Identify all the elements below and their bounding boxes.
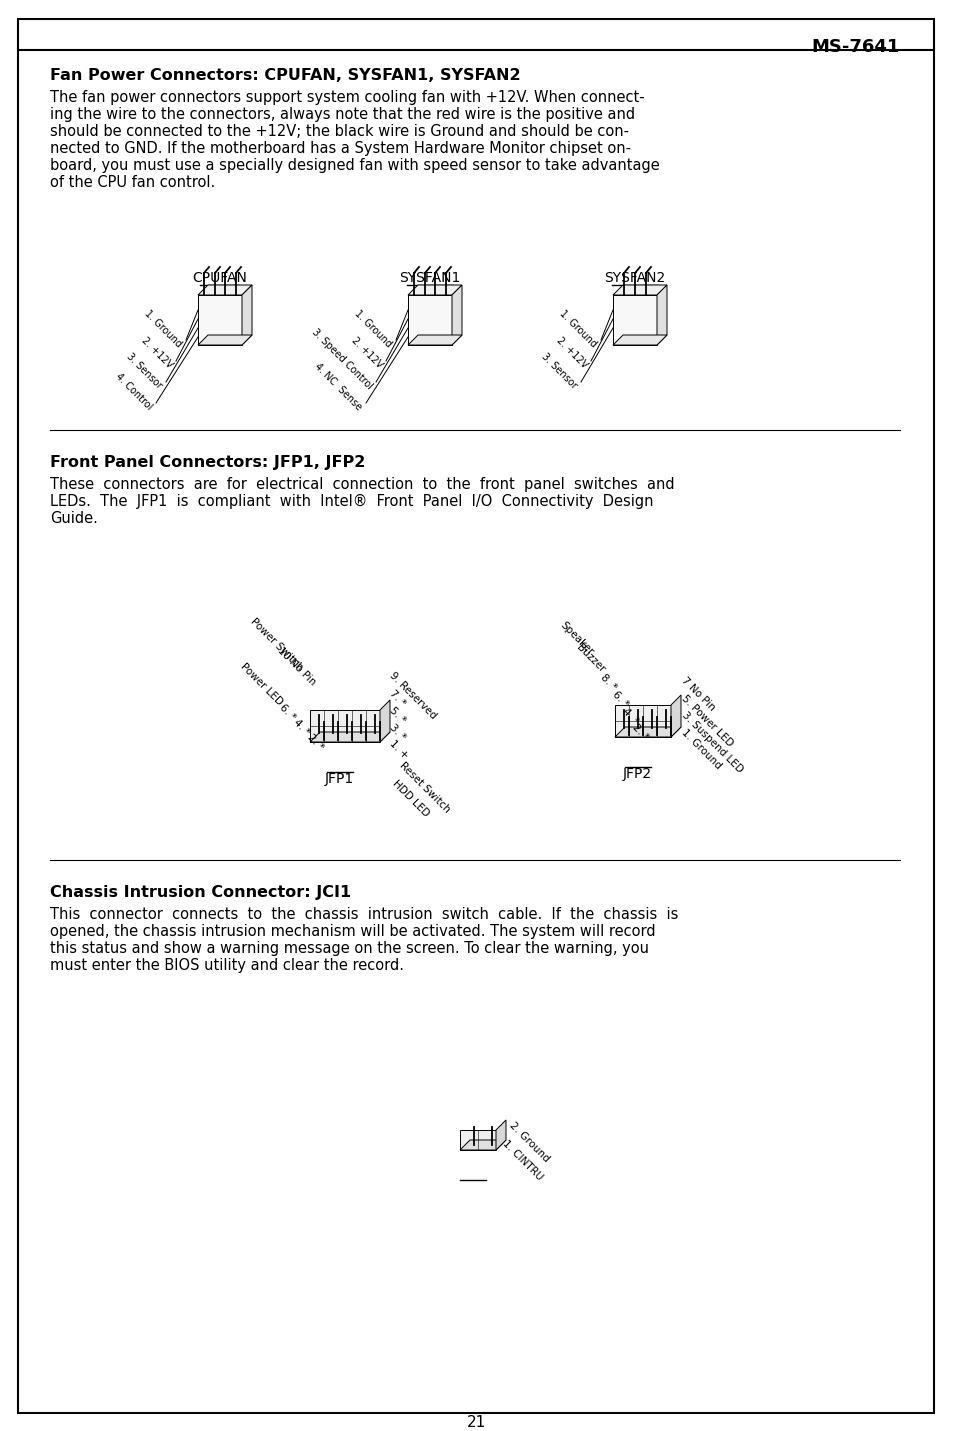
Text: HDD LED: HDD LED: [391, 778, 431, 819]
Text: JFP1: JFP1: [325, 771, 354, 786]
Polygon shape: [379, 700, 390, 743]
Text: Power Switch: Power Switch: [249, 615, 305, 673]
Text: 2. *: 2. *: [630, 723, 650, 743]
Text: 8. *: 8. *: [598, 673, 618, 693]
Text: 4. NC  Sense: 4. NC Sense: [313, 361, 364, 412]
Text: 5. Power LED: 5. Power LED: [679, 693, 735, 748]
Text: Buzzer: Buzzer: [575, 643, 606, 674]
Text: SYSFAN2: SYSFAN2: [604, 270, 665, 285]
Text: 4. *: 4. *: [292, 717, 312, 737]
Polygon shape: [310, 733, 390, 743]
Text: 6. *: 6. *: [610, 688, 630, 710]
Text: nected to GND. If the motherboard has a System Hardware Monitor chipset on-: nected to GND. If the motherboard has a …: [50, 142, 630, 156]
Text: 2. +12V: 2. +12V: [554, 335, 588, 371]
Text: Power LED: Power LED: [239, 661, 285, 707]
Text: 3. *: 3. *: [388, 723, 408, 743]
Polygon shape: [242, 285, 252, 345]
Polygon shape: [452, 285, 461, 345]
Text: 2. +12V: 2. +12V: [139, 335, 173, 371]
Text: 2. Ground: 2. Ground: [507, 1120, 551, 1163]
Text: 5. *: 5. *: [388, 705, 408, 726]
Text: 1. Ground: 1. Ground: [353, 308, 394, 349]
Bar: [615, 705, 670, 737]
Text: Front Panel Connectors: JFP1, JFP2: Front Panel Connectors: JFP1, JFP2: [50, 455, 365, 469]
Text: Chassis Intrusion Connector: JCI1: Chassis Intrusion Connector: JCI1: [50, 884, 351, 900]
Bar: [459, 1130, 496, 1151]
Text: 3. Sensor: 3. Sensor: [125, 352, 164, 391]
Polygon shape: [459, 1141, 505, 1151]
Polygon shape: [496, 1120, 505, 1151]
Polygon shape: [670, 695, 680, 737]
Text: 6. *: 6. *: [277, 703, 297, 723]
Text: Speaker: Speaker: [558, 620, 595, 657]
Text: 1. CINTRU: 1. CINTRU: [500, 1138, 544, 1182]
Text: 3. Speed Control: 3. Speed Control: [310, 326, 374, 391]
Polygon shape: [198, 285, 252, 295]
Text: 3. Suspend LED: 3. Suspend LED: [679, 710, 744, 774]
Text: 4. *: 4. *: [620, 705, 640, 726]
Bar: [198, 295, 242, 345]
Text: 10 No Pin: 10 No Pin: [275, 645, 317, 687]
Text: The fan power connectors support system cooling fan with +12V. When connect-: The fan power connectors support system …: [50, 90, 644, 104]
Polygon shape: [198, 335, 252, 345]
Text: Guide.: Guide.: [50, 511, 98, 527]
Polygon shape: [613, 335, 666, 345]
Text: 21: 21: [467, 1415, 486, 1430]
Bar: [310, 710, 379, 743]
Text: 2. +12V: 2. +12V: [349, 335, 384, 371]
Text: 1. Ground: 1. Ground: [679, 727, 722, 771]
Text: opened, the chassis intrusion mechanism will be activated. The system will recor: opened, the chassis intrusion mechanism …: [50, 924, 655, 939]
Text: 7 No Pin: 7 No Pin: [679, 675, 717, 713]
Text: CPUFAN: CPUFAN: [193, 270, 247, 285]
Text: Reset Switch: Reset Switch: [397, 760, 452, 814]
Text: board, you must use a specially designed fan with speed sensor to take advantage: board, you must use a specially designed…: [50, 157, 659, 173]
Text: 1. Ground: 1. Ground: [143, 308, 184, 349]
Text: should be connected to the +12V; the black wire is Ground and should be con-: should be connected to the +12V; the bla…: [50, 124, 628, 139]
Polygon shape: [613, 285, 666, 295]
Text: MS-7641: MS-7641: [811, 39, 899, 56]
Text: must enter the BIOS utility and clear the record.: must enter the BIOS utility and clear th…: [50, 957, 403, 973]
Text: Fan Power Connectors: CPUFAN, SYSFAN1, SYSFAN2: Fan Power Connectors: CPUFAN, SYSFAN1, S…: [50, 69, 520, 83]
Text: 2. *: 2. *: [306, 733, 326, 753]
Text: JFP2: JFP2: [622, 767, 652, 781]
Polygon shape: [408, 335, 461, 345]
Text: 1. Ground: 1. Ground: [558, 308, 598, 349]
Text: of the CPU fan control.: of the CPU fan control.: [50, 175, 215, 190]
Polygon shape: [615, 727, 680, 737]
Bar: [613, 295, 657, 345]
Polygon shape: [408, 285, 461, 295]
Text: 1. +: 1. +: [388, 738, 410, 760]
Text: 7. *: 7. *: [388, 688, 408, 708]
Text: LEDs.  The  JFP1  is  compliant  with  Intel®  Front  Panel  I/O  Connectivity  : LEDs. The JFP1 is compliant with Intel® …: [50, 494, 653, 509]
Bar: [408, 295, 452, 345]
Text: 9. Reserved: 9. Reserved: [388, 670, 438, 721]
Polygon shape: [657, 285, 666, 345]
Text: ing the wire to the connectors, always note that the red wire is the positive an: ing the wire to the connectors, always n…: [50, 107, 635, 122]
Text: These  connectors  are  for  electrical  connection  to  the  front  panel  swit: These connectors are for electrical conn…: [50, 477, 674, 492]
Text: this status and show a warning message on the screen. To clear the warning, you: this status and show a warning message o…: [50, 942, 648, 956]
Text: 4. Control: 4. Control: [113, 372, 153, 412]
Text: SYSFAN1: SYSFAN1: [399, 270, 460, 285]
Text: 3. Sensor: 3. Sensor: [539, 352, 578, 391]
Text: This  connector  connects  to  the  chassis  intrusion  switch  cable.  If  the : This connector connects to the chassis i…: [50, 907, 678, 922]
